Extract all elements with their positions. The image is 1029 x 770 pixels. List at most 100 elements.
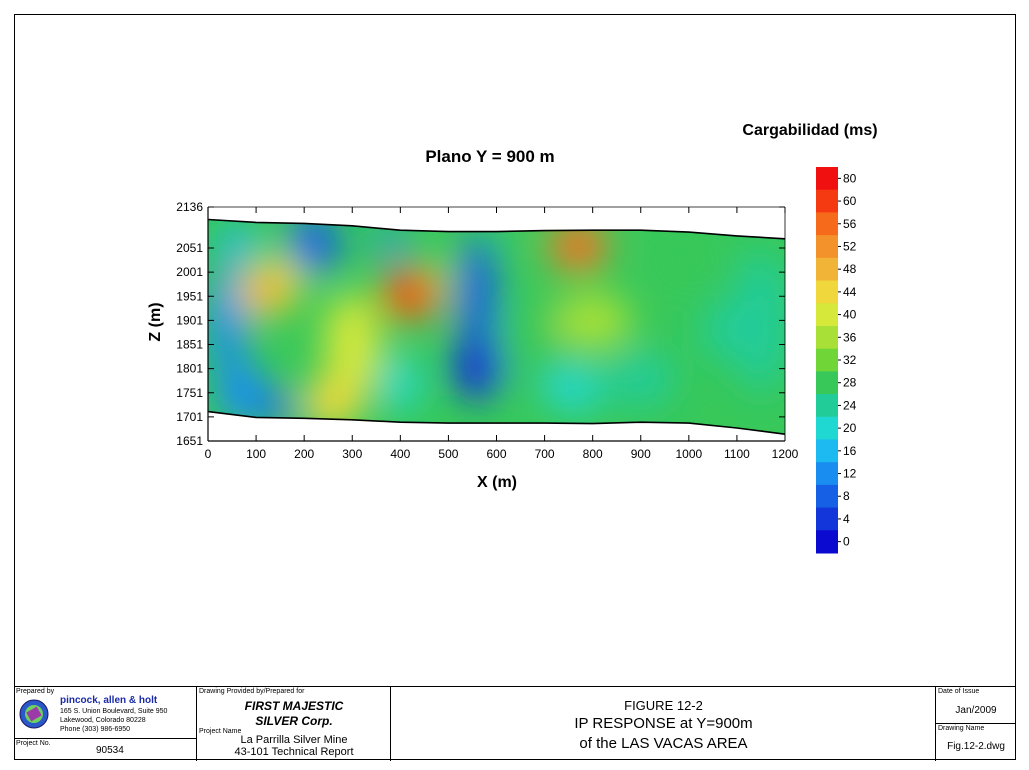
project-name-2: 43-101 Technical Report: [234, 746, 354, 758]
heatmap-field: [208, 219, 785, 435]
x-tick-label-200: 200: [294, 447, 314, 461]
company-phone: Phone (303) 986-6950: [60, 726, 131, 733]
anomaly-core-2: [249, 276, 283, 306]
x-tick-label-700: 700: [535, 447, 555, 461]
company-address-1: 165 S. Union Boulevard, Suite 950: [60, 708, 168, 715]
company-name: pincock, allen & holt: [60, 695, 158, 706]
x-tick-label-0: 0: [205, 447, 212, 461]
colorbar-swatch-40: [816, 303, 838, 327]
project-name-label: Project Name: [199, 728, 242, 735]
colorbar-swatch-24: [816, 394, 838, 418]
drawing-name-label: Drawing Name: [938, 725, 985, 732]
title-block: Prepared by pincock, allen & holt 165 S.…: [14, 686, 1016, 761]
date-cell: Date of Issue Jan/2009: [936, 687, 1016, 724]
colorbar-tick-label-16: 16: [843, 444, 857, 458]
x-tick-label-600: 600: [486, 447, 506, 461]
colorbar-tick-label-48: 48: [843, 262, 857, 276]
figure-title-cell: FIGURE 12-2 IP RESPONSE at Y=900m of the…: [391, 687, 936, 761]
y-tick-label-1951: 1951: [176, 289, 203, 303]
colorbar-tick-label-32: 32: [843, 353, 857, 367]
anomaly-6: [215, 363, 268, 424]
x-tick-label-1200: 1200: [772, 447, 799, 461]
project-no-label: Project No.: [16, 740, 51, 747]
colorbar-tick-label-60: 60: [843, 194, 857, 208]
y-tick-label-1851: 1851: [176, 338, 203, 352]
y-tick-label-2136: 2136: [176, 200, 203, 214]
x-axis-label: X (m): [477, 474, 517, 491]
colorbar-swatch-60: [816, 189, 838, 213]
x-tick-label-1000: 1000: [675, 447, 702, 461]
colorbar-swatch-12: [816, 462, 838, 486]
colorbar-swatch-8: [816, 484, 838, 509]
colorbar-swatch-56: [816, 212, 838, 236]
heat-field-12: [655, 229, 723, 287]
x-tick-label-900: 900: [631, 447, 651, 461]
anomaly-4: [451, 339, 504, 400]
heat-field-7: [506, 296, 564, 393]
colorbar-tick-label-80: 80: [843, 171, 857, 185]
colorbar-tick-label-40: 40: [843, 308, 857, 322]
heat-field-13: [732, 248, 785, 393]
colorbar-swatch-80: [816, 167, 838, 191]
heat-field-8: [554, 292, 632, 350]
y-tick-label-1751: 1751: [176, 386, 203, 400]
colorbar-tick-label-36: 36: [843, 330, 857, 344]
chart-title: Plano Y = 900 m: [425, 147, 554, 166]
colorbar-swatch-52: [816, 235, 838, 259]
colorbar-tick-label-8: 8: [843, 489, 850, 503]
x-tick-label-100: 100: [246, 447, 266, 461]
project-no-cell: Project No. 90534: [14, 739, 197, 761]
client-cell: Drawing Provided by/Prepared for FIRST M…: [197, 687, 391, 761]
y-tick-label-1701: 1701: [176, 410, 203, 424]
colorbar-swatch-48: [816, 257, 838, 282]
figure-title-1: IP RESPONSE at Y=900m: [574, 715, 753, 732]
heat-field-11: [486, 229, 526, 249]
y-tick-label-2051: 2051: [176, 241, 203, 255]
heat-field-15: [381, 354, 420, 413]
y-tick-label-1801: 1801: [176, 362, 203, 376]
anomaly-core-0: [393, 280, 427, 309]
axes: 0 100 200 300 400 500 600 700 800 900 1000 1100 1200…: [176, 200, 798, 461]
x-tick-label-300: 300: [342, 447, 362, 461]
prepared-by-label: Prepared by: [16, 688, 55, 695]
anomaly-5: [287, 219, 340, 274]
heat-field-1: [217, 224, 257, 263]
company-address-2: Lakewood, Colorado 80228: [60, 717, 146, 724]
figure-title-2: of the LAS VACAS AREA: [579, 735, 748, 752]
colorbar-tick-label-24: 24: [843, 398, 857, 412]
colorbar-swatch-44: [816, 280, 838, 304]
anomaly-core-1: [561, 231, 595, 261]
heat-field-9: [607, 349, 675, 408]
colorbar-swatch-16: [816, 439, 838, 463]
client-name-1: FIRST MAJESTIC: [244, 699, 344, 713]
prepared-by-cell: Prepared by pincock, allen & holt 165 S.…: [14, 687, 197, 739]
drawing-name-cell: Drawing Name Fig.12-2.dwg: [936, 724, 1016, 761]
x-tick-label-1100: 1100: [724, 447, 750, 461]
date-label: Date of Issue: [938, 688, 980, 695]
colorbar-tick-label-56: 56: [843, 217, 857, 231]
drawing-name: Fig.12-2.dwg: [947, 741, 1005, 752]
section-top-boundary: [207, 218, 786, 240]
x-tick-label-400: 400: [390, 447, 410, 461]
colorbar-tick-label-44: 44: [843, 285, 857, 299]
y-tick-label-1651: 1651: [176, 434, 203, 448]
project-no: 90534: [96, 745, 124, 756]
anomaly-3: [303, 376, 364, 429]
pah-globe-logo-icon: [18, 698, 50, 730]
colorbar-swatch-4: [816, 507, 838, 531]
colorbar-swatch-28: [816, 371, 838, 395]
x-tick-label-800: 800: [583, 447, 603, 461]
colorbar-tick-label-52: 52: [843, 239, 857, 253]
y-tick-label-2001: 2001: [176, 265, 203, 279]
colorbar-tick-label-4: 4: [843, 512, 850, 526]
colorbar-tick-label-0: 0: [843, 535, 850, 549]
client-name-2: SILVER Corp.: [255, 714, 333, 728]
heat-field-3: [323, 292, 382, 398]
drawing-sheet: [14, 14, 1016, 760]
colorbar-swatch-20: [816, 416, 838, 440]
heat-field-4: [371, 231, 410, 256]
colorbar-tick-label-12: 12: [843, 467, 857, 481]
drawing-provided-label: Drawing Provided by/Prepared for: [199, 688, 305, 695]
y-axis-label: Z (m): [147, 302, 164, 341]
